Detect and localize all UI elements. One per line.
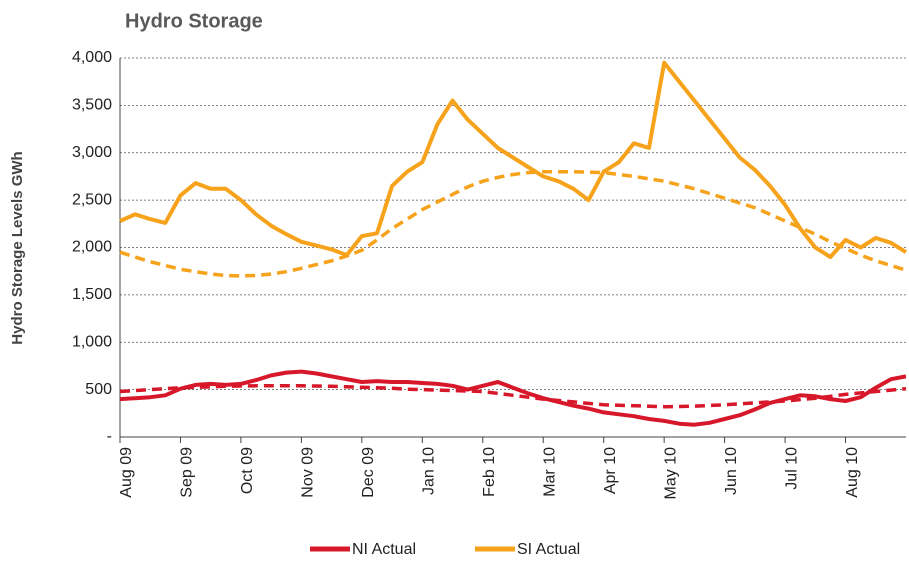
x-tick-label: Aug 09 <box>118 447 135 498</box>
y-tick-label: 1,500 <box>72 286 112 303</box>
y-tick-label: 3,000 <box>72 144 112 161</box>
y-tick-label: 500 <box>85 381 112 398</box>
x-tick-label: Nov 09 <box>300 447 317 498</box>
y-tick-label: 4,000 <box>72 49 112 66</box>
x-tick-label: Sep 09 <box>179 447 196 498</box>
x-tick-label: Aug 10 <box>844 447 861 498</box>
x-tick-label: Dec 09 <box>360 447 377 498</box>
legend-label: SI Actual <box>517 541 580 558</box>
x-tick-label: Feb 10 <box>481 447 498 497</box>
series-line <box>119 60 908 259</box>
x-tick-label: Oct 09 <box>239 447 256 494</box>
x-tick-label: May 10 <box>662 447 679 500</box>
x-tick-label: Apr 10 <box>602 447 619 494</box>
series-line <box>119 169 907 278</box>
series-line <box>119 369 907 427</box>
chart-title: Hydro Storage <box>125 10 263 32</box>
legend-label: NI Actual <box>352 541 416 558</box>
x-tick-label: Jul 10 <box>783 447 800 490</box>
y-tick-label: 2,000 <box>72 239 112 256</box>
x-tick-label: Jun 10 <box>723 447 740 495</box>
y-tick-label: 3,500 <box>72 97 112 114</box>
x-tick-label: Mar 10 <box>541 447 558 497</box>
y-axis-label: Hydro Storage Levels GWh <box>9 151 26 344</box>
y-tick-label: - <box>107 428 112 445</box>
y-tick-label: 2,500 <box>72 191 112 208</box>
x-tick-label: Jan 10 <box>421 447 438 495</box>
y-tick-label: 1,000 <box>72 333 112 350</box>
